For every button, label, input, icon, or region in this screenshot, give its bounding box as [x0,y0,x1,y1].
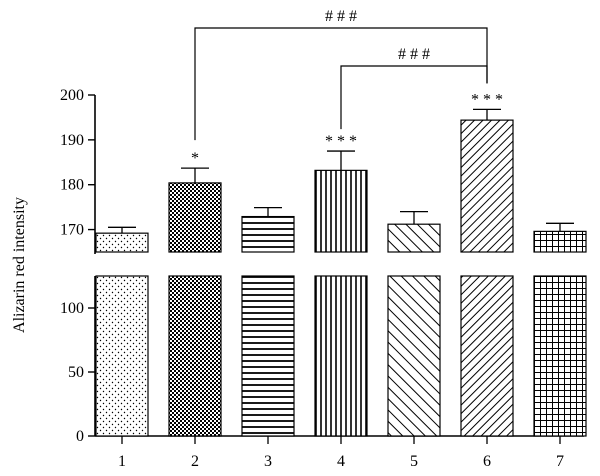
comparison-label: # # # [325,8,357,25]
significance-label: * * * [471,91,503,108]
bar-2-upper [168,182,222,253]
y-lower-tick-label: 50 [68,364,84,381]
bar-7-upper [533,230,587,253]
comparison-label: # # # [398,46,430,63]
bar-7-lower [533,275,587,437]
x-tick-label: 5 [410,453,418,470]
bar-4-upper [314,169,368,253]
y-upper-tick-label: 170 [60,222,84,239]
bar-6-upper [460,119,514,253]
bar-3-upper [241,215,295,253]
y-lower-tick-label: 0 [76,428,84,445]
y-axis-title: Alizarin red intensity [11,197,28,333]
bar-3-lower [241,275,295,437]
bar-1-lower [95,275,149,437]
bar-2-lower [168,275,222,437]
comparison-bracket [194,27,488,141]
comparison-bracket [340,65,488,130]
y-upper-tick-label: 190 [60,132,84,149]
significance-label: * * * [325,133,357,150]
x-tick-label: 3 [264,453,272,470]
x-tick-label: 6 [483,453,491,470]
bar-5-lower [387,275,441,437]
x-tick-label: 1 [118,453,126,470]
significance-label: * [191,150,199,167]
x-tick-label: 2 [191,453,199,470]
x-tick-label: 7 [556,453,564,470]
y-upper-tick-label: 180 [60,177,84,194]
bar-4-lower [314,275,368,437]
bar-6-lower [460,275,514,437]
y-lower-tick-label: 100 [60,300,84,317]
y-upper-tick-label: 200 [60,87,84,104]
bar-5-upper [387,223,441,253]
x-tick-label: 4 [337,453,345,470]
bar-1-upper [95,232,149,253]
labels: 0 50 100 170 180 190 200 1 2 * 3 4 * * * 5 6 * * * 7 # # … [60,8,564,470]
bars [95,27,587,437]
